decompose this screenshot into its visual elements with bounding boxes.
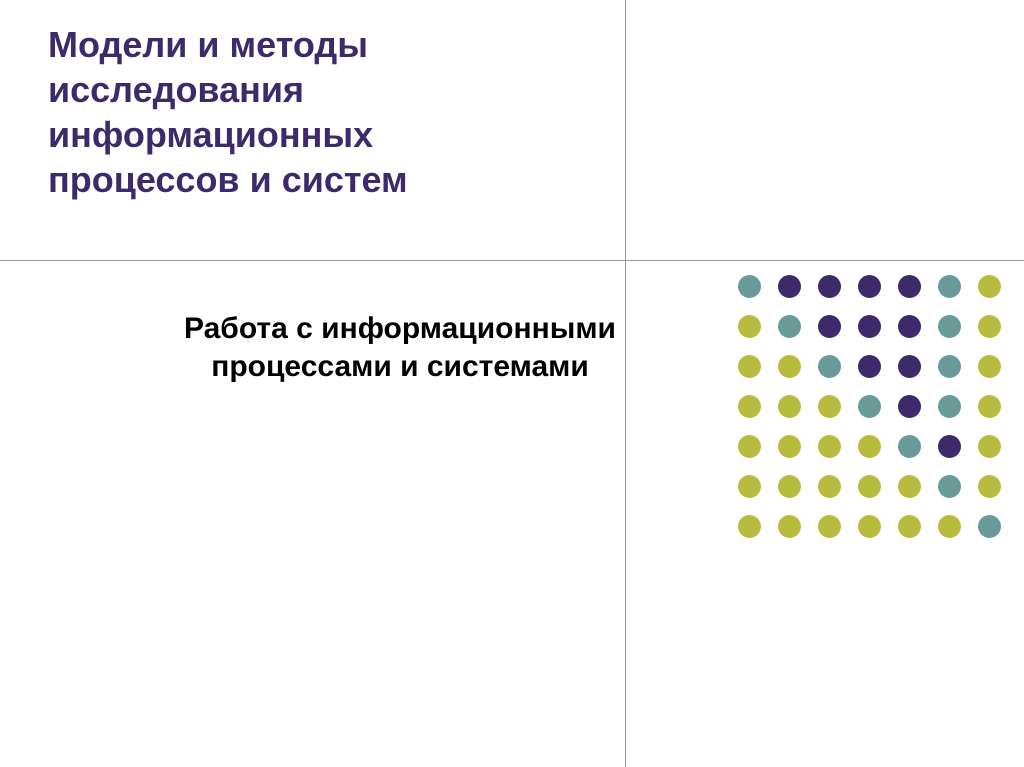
dot	[778, 395, 801, 418]
dot	[898, 435, 921, 458]
dot	[778, 355, 801, 378]
dot	[778, 435, 801, 458]
dot	[938, 475, 961, 498]
dot	[858, 475, 881, 498]
dot	[858, 355, 881, 378]
dot	[978, 475, 1001, 498]
decorative-dot-grid	[738, 275, 1001, 538]
dot	[898, 515, 921, 538]
slide-title: Модели и методы исследования информацион…	[48, 22, 568, 202]
dot	[858, 395, 881, 418]
dot	[898, 395, 921, 418]
dot	[818, 395, 841, 418]
dot-row	[738, 355, 1001, 378]
dot	[818, 515, 841, 538]
dot	[898, 275, 921, 298]
dot	[978, 275, 1001, 298]
dot	[938, 355, 961, 378]
dot	[778, 315, 801, 338]
dot-row	[738, 435, 1001, 458]
dot	[858, 435, 881, 458]
dot	[898, 315, 921, 338]
dot	[818, 275, 841, 298]
horizontal-divider	[0, 260, 1024, 261]
dot	[818, 355, 841, 378]
dot	[778, 275, 801, 298]
dot	[938, 395, 961, 418]
dot-row	[738, 395, 1001, 418]
dot	[738, 515, 761, 538]
dot	[898, 355, 921, 378]
dot-row	[738, 475, 1001, 498]
dot	[938, 315, 961, 338]
slide-subtitle: Работа с информационными процессами и си…	[120, 310, 680, 385]
dot	[858, 315, 881, 338]
dot	[978, 395, 1001, 418]
dot	[938, 515, 961, 538]
dot	[738, 435, 761, 458]
dot	[738, 355, 761, 378]
dot	[778, 515, 801, 538]
dot-row	[738, 275, 1001, 298]
dot	[978, 515, 1001, 538]
dot	[938, 275, 961, 298]
dot	[898, 475, 921, 498]
dot	[818, 475, 841, 498]
dot	[818, 315, 841, 338]
dot	[778, 475, 801, 498]
dot	[738, 315, 761, 338]
dot	[818, 435, 841, 458]
dot	[978, 355, 1001, 378]
dot	[978, 435, 1001, 458]
dot	[938, 435, 961, 458]
dot	[738, 475, 761, 498]
vertical-divider	[625, 0, 626, 767]
dot	[738, 275, 761, 298]
dot	[858, 515, 881, 538]
dot	[738, 395, 761, 418]
dot	[858, 275, 881, 298]
dot	[978, 315, 1001, 338]
dot-row	[738, 515, 1001, 538]
dot-row	[738, 315, 1001, 338]
